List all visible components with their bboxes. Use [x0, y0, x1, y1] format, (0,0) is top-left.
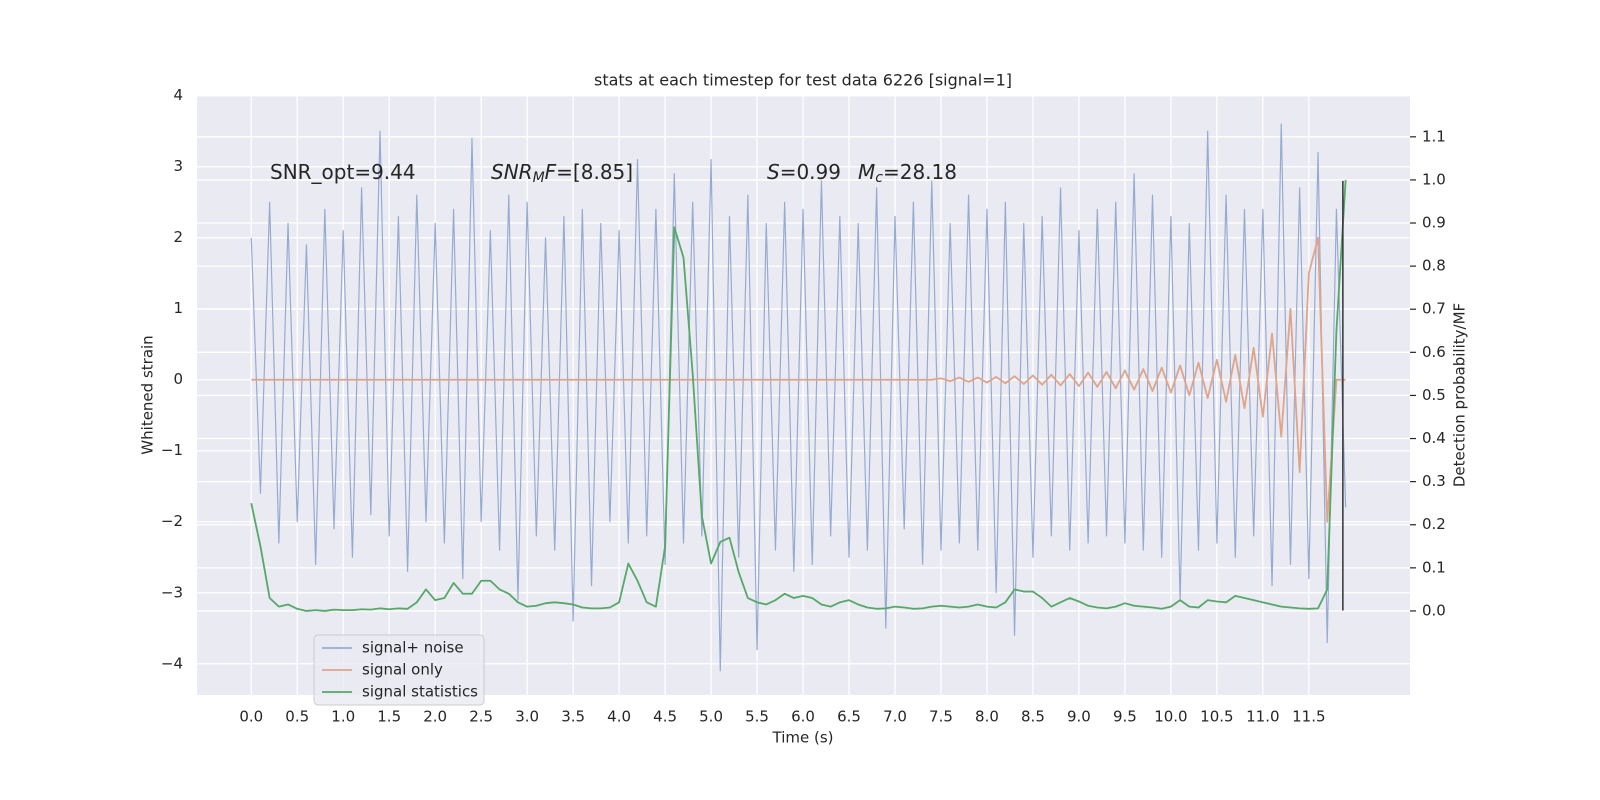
- series-line: [250, 179, 1347, 612]
- y2-tick-label: 0.6: [1422, 343, 1446, 361]
- y-tick-label: 3: [173, 157, 183, 175]
- x-tick-label: 3.0: [515, 708, 539, 726]
- x-tick-label: 6.5: [837, 708, 861, 726]
- y2-tick-label: 0.3: [1422, 472, 1446, 490]
- y-axis-label: Whitened strain: [139, 335, 157, 454]
- y2-tick-label: 0.9: [1422, 214, 1446, 232]
- x-tick-label: 1.0: [331, 708, 355, 726]
- annotation-part: M: [858, 160, 875, 184]
- y2-tick-label: 0.1: [1422, 558, 1446, 576]
- x-tick-label: 6.0: [791, 708, 815, 726]
- labels: 0.0 0.5 1.0 1.5 2.0 2.5 3.0 3.5 4.0 4.5 5.0 5.5 6.0 6…: [161, 86, 1446, 725]
- series-line: [251, 236, 1346, 523]
- annotation-part: F: [545, 160, 557, 184]
- y-tick-label: −2: [161, 512, 183, 530]
- x-tick-label: 7.0: [883, 708, 907, 726]
- chart-title: stats at each timestep for test data 622…: [594, 71, 1012, 90]
- y-tick-label: 1: [173, 299, 183, 317]
- x-tick-label: 9.0: [1067, 708, 1091, 726]
- annotation-part: =0.99: [780, 160, 841, 184]
- annotation-part: SNR_opt=9.44: [270, 160, 416, 184]
- y2-tick-label: 1.1: [1422, 127, 1446, 145]
- x-axis-label: Time (s): [772, 729, 834, 747]
- x-tick-label: 3.5: [561, 708, 585, 726]
- x-tick-label: 4.0: [607, 708, 631, 726]
- x-tick-label: 8.5: [1021, 708, 1045, 726]
- y-tick-label: −4: [161, 654, 183, 672]
- x-tick-label: 2.5: [469, 708, 493, 726]
- annotation: SNR_opt=9.44: [270, 160, 416, 184]
- x-tick-label: 5.5: [745, 708, 769, 726]
- series-line: [250, 123, 1347, 672]
- x-tick-label: 10.5: [1200, 708, 1233, 726]
- annotation-part: =[8.85]: [556, 160, 633, 184]
- grid: [197, 95, 1410, 695]
- annotation: SNRMF=[8.85]: [491, 160, 633, 187]
- annotation-part: M: [533, 170, 545, 186]
- annotation: S=0.99: [767, 160, 841, 184]
- x-tick-label: 0.0: [239, 708, 263, 726]
- y-tick-label: −1: [161, 441, 183, 459]
- x-tick-label: 8.0: [975, 708, 999, 726]
- x-tick-label: 1.5: [377, 708, 401, 726]
- y2-tick-label: 1.0: [1422, 170, 1446, 188]
- legend-label: signal statistics: [362, 683, 478, 701]
- marks: [250, 123, 1347, 672]
- annotation-part: c: [875, 170, 883, 186]
- x-tick-label: 11.0: [1246, 708, 1279, 726]
- y-tick-label: 2: [173, 228, 183, 246]
- y2-tick-label: 0.7: [1422, 300, 1446, 318]
- annotation-part: SNR: [491, 160, 533, 184]
- legend-label: signal+ noise: [362, 639, 464, 657]
- annotation-part: S: [767, 160, 780, 184]
- y-tick-label: −3: [161, 583, 183, 601]
- x-tick-label: 0.5: [285, 708, 309, 726]
- y2-tick-label: 0.2: [1422, 515, 1446, 533]
- y2-tick-label: 0.5: [1422, 386, 1446, 404]
- x-tick-label: 5.0: [699, 708, 723, 726]
- y-tick-label: 4: [173, 86, 183, 104]
- annotation-part: =28.18: [883, 160, 957, 184]
- y-tick-label: 0: [173, 370, 183, 388]
- x-tick-label: 9.5: [1113, 708, 1137, 726]
- x-tick-label: 4.5: [653, 708, 677, 726]
- y2-tick-label: 0.0: [1422, 601, 1446, 619]
- y2-tick-label: 0.4: [1422, 429, 1446, 447]
- x-tick-label: 10.0: [1154, 708, 1187, 726]
- x-tick-label: 7.5: [929, 708, 953, 726]
- legend-label: signal only: [362, 661, 443, 679]
- annotation: Mc=28.18: [858, 160, 957, 187]
- legend-box: [313, 634, 485, 706]
- y2-tick-label: 0.8: [1422, 257, 1446, 275]
- x-tick-label: 2.0: [423, 708, 447, 726]
- y2-axis-label: Detection probability/MF: [1451, 303, 1469, 487]
- x-tick-label: 11.5: [1292, 708, 1325, 726]
